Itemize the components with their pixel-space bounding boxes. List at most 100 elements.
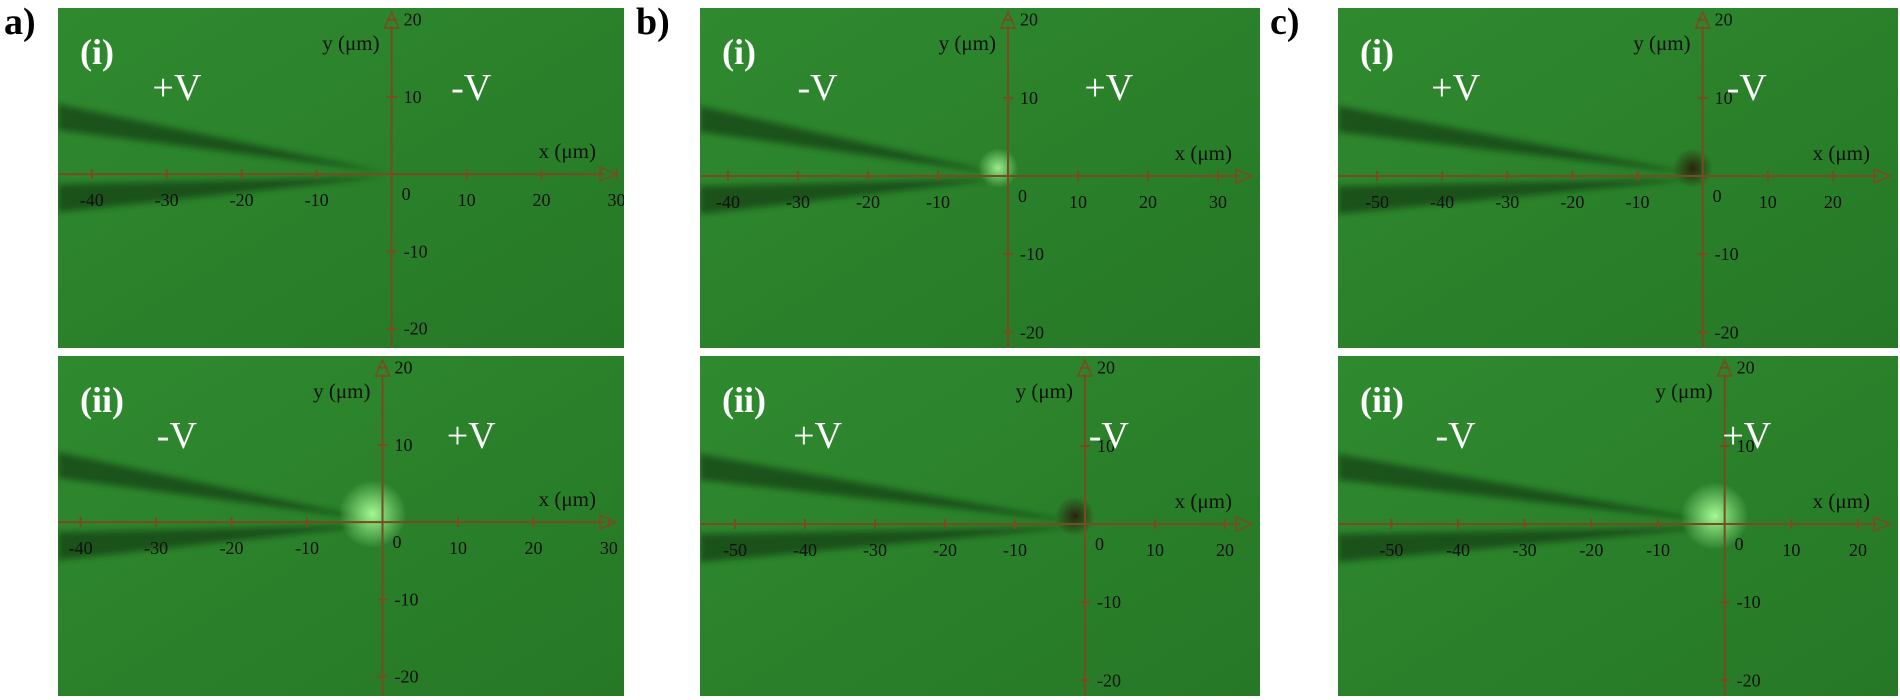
light-spot: [338, 480, 407, 549]
panel-background: [58, 8, 624, 348]
right-voltage-label: -V: [1727, 67, 1768, 109]
panel-sublabel: (i): [722, 32, 756, 72]
x-tick-label: 10: [1069, 192, 1087, 212]
x-tick-label: -40: [69, 538, 93, 558]
y-tick-label: 10: [1097, 436, 1115, 456]
x-tick-label: -30: [1495, 192, 1519, 212]
x-tick-label: -40: [716, 192, 740, 212]
panel-a-i: -40 -30 -20 -10 10 20 30 20 10 -10 -20 0 x (μm) y (μm…: [58, 8, 624, 348]
y-tick-label: -20: [1020, 322, 1044, 342]
x-axis-label: x (μm): [1813, 141, 1870, 165]
micrograph: -50 -40 -30 -20 -10 10 20 20 10 -10 -20 0 x (μm) y (μ…: [1338, 8, 1898, 348]
y-tick-label: -20: [404, 319, 428, 339]
right-voltage-label: +V: [1084, 67, 1133, 109]
group-label-a: a): [4, 1, 36, 43]
y-axis-label: y (μm): [1655, 379, 1712, 403]
x-tick-label: -10: [305, 190, 329, 210]
micrograph: -50 -40 -30 -20 -10 10 20 20 10 -10 -20 0 x (μm) y (μ…: [1338, 356, 1898, 696]
x-tick-label: -30: [155, 190, 179, 210]
micrograph: -40 -30 -20 -10 10 20 30 20 10 -10 -20 0 x (μm) y (μm…: [58, 356, 624, 696]
panel-sublabel: (i): [80, 32, 114, 72]
panel-b-i: -40 -30 -20 -10 10 20 30 20 10 -10 -20 0 x (μm) y (μm…: [700, 8, 1260, 348]
left-voltage-label: -V: [1436, 415, 1477, 457]
y-tick-label: 20: [1715, 10, 1733, 30]
x-tick-label: -50: [1365, 192, 1389, 212]
origin-label: 0: [1018, 186, 1027, 206]
right-voltage-label: -V: [1089, 415, 1130, 457]
x-tick-label: 20: [1139, 192, 1157, 212]
x-tick-label: -30: [786, 192, 810, 212]
x-tick-label: 10: [458, 190, 476, 210]
panel-background: [1338, 356, 1898, 696]
x-tick-label: -10: [295, 538, 319, 558]
y-tick-label: 10: [404, 87, 422, 107]
x-tick-label: -50: [723, 540, 747, 560]
panel-sublabel: (i): [1360, 32, 1394, 72]
x-tick-label: 20: [1216, 540, 1234, 560]
panel-background: [1338, 8, 1898, 348]
x-axis-label: x (μm): [1175, 489, 1232, 513]
right-voltage-label: -V: [451, 67, 492, 109]
panel-background: [700, 356, 1260, 696]
y-tick-label: 10: [1715, 88, 1733, 108]
x-axis-label: x (μm): [539, 487, 596, 511]
light-spot: [1680, 482, 1749, 551]
x-tick-label: -10: [1003, 540, 1027, 560]
x-tick-label: 30: [608, 190, 624, 210]
x-tick-label: -30: [1513, 540, 1537, 560]
x-tick-label: 30: [1209, 192, 1227, 212]
left-voltage-label: +V: [152, 67, 201, 109]
panel-background: [700, 8, 1260, 348]
micrograph: -40 -30 -20 -10 10 20 30 20 10 -10 -20 0 x (μm) y (μm…: [700, 8, 1260, 348]
y-tick-label: 20: [1020, 10, 1038, 30]
y-tick-label: -20: [395, 667, 419, 687]
x-axis-label: x (μm): [1175, 141, 1232, 165]
x-tick-label: -20: [220, 538, 244, 558]
probe-needles: [700, 454, 1079, 563]
origin-label: 0: [393, 532, 402, 552]
x-tick-label: -20: [1560, 192, 1584, 212]
y-tick-label: -10: [1737, 592, 1761, 612]
x-tick-label: -20: [933, 540, 957, 560]
x-tick-label: 10: [1146, 540, 1164, 560]
x-tick-label: 20: [533, 190, 551, 210]
x-tick-label: 20: [1849, 540, 1867, 560]
y-tick-label: -20: [1097, 670, 1121, 690]
y-axis-label: y (μm): [1633, 31, 1690, 55]
x-tick-label: -30: [144, 538, 168, 558]
x-tick-label: 10: [449, 538, 467, 558]
y-tick-label: 10: [1020, 88, 1038, 108]
x-tick-label: -10: [926, 192, 950, 212]
x-tick-label: 10: [1759, 192, 1777, 212]
left-voltage-label: +V: [1431, 67, 1480, 109]
group-label-c: c): [1270, 1, 1300, 43]
y-tick-label: 20: [1737, 358, 1755, 378]
x-tick-label: -20: [230, 190, 254, 210]
x-tick-label: -40: [1430, 192, 1454, 212]
origin-label: 0: [1735, 534, 1744, 554]
x-tick-label: -20: [856, 192, 880, 212]
x-tick-label: -50: [1379, 540, 1403, 560]
x-tick-label: -20: [1579, 540, 1603, 560]
x-tick-label: -10: [1626, 192, 1650, 212]
y-axis-label: y (μm): [313, 379, 370, 403]
y-tick-label: -10: [1097, 592, 1121, 612]
y-tick-label: -10: [404, 241, 428, 261]
y-axis-label: y (μm): [1016, 379, 1073, 403]
y-tick-label: -10: [1715, 244, 1739, 264]
y-tick-label: -10: [1020, 244, 1044, 264]
y-tick-label: -10: [395, 589, 419, 609]
x-tick-label: -40: [793, 540, 817, 560]
panel-sublabel: (ii): [80, 380, 124, 420]
light-spot: [978, 148, 1018, 189]
y-tick-label: 20: [1097, 358, 1115, 378]
group-label-b: b): [636, 1, 670, 43]
light-spot: [1672, 148, 1713, 189]
left-voltage-label: +V: [793, 415, 842, 457]
panel-a-ii: -40 -30 -20 -10 10 20 30 20 10 -10 -20 0 x (μm) y (μm…: [58, 356, 624, 696]
left-voltage-label: -V: [157, 415, 198, 457]
x-tick-label: 10: [1782, 540, 1800, 560]
x-tick-label: -40: [1446, 540, 1470, 560]
y-tick-label: -20: [1715, 322, 1739, 342]
y-axis-label: y (μm): [939, 31, 996, 55]
